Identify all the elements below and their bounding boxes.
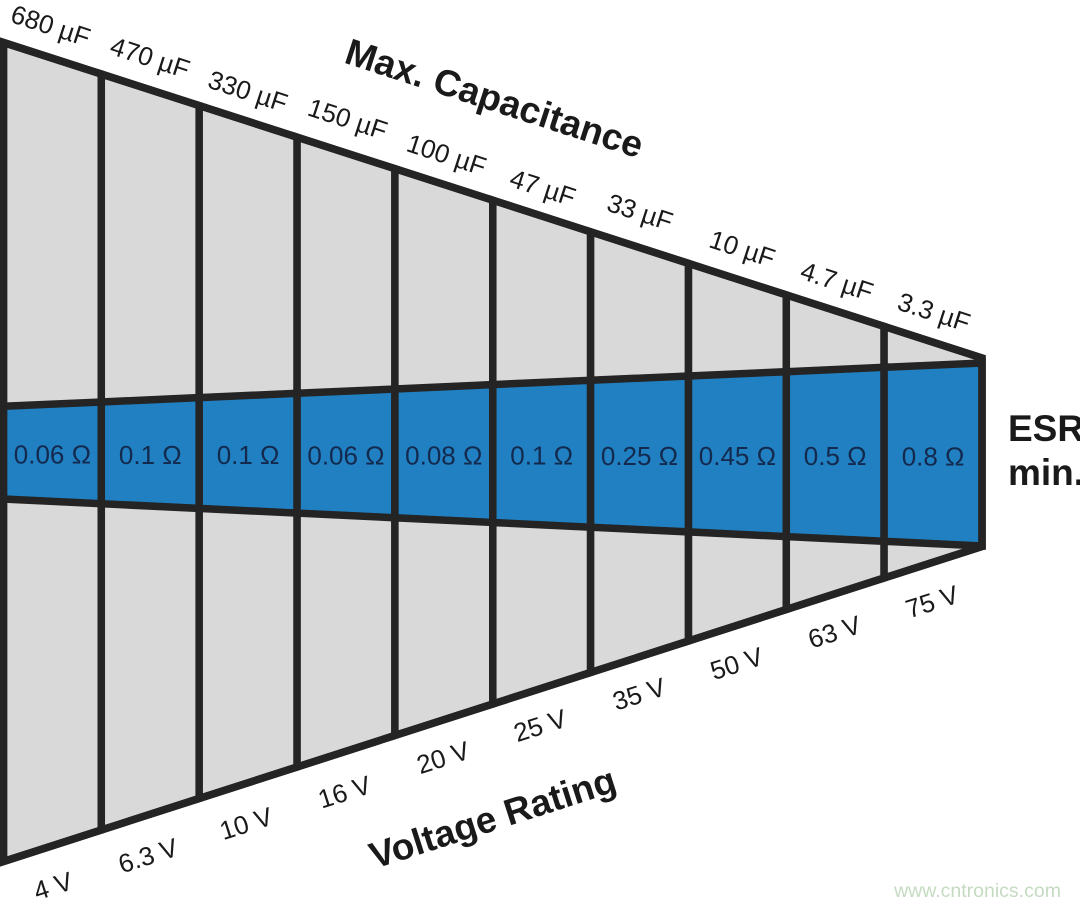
svg-text:0.06 Ω: 0.06 Ω — [307, 440, 384, 470]
svg-text:0.06 Ω: 0.06 Ω — [14, 440, 91, 470]
svg-text:0.25 Ω: 0.25 Ω — [601, 441, 678, 471]
svg-text:ESR: ESR — [1008, 408, 1080, 449]
svg-text:0.08 Ω: 0.08 Ω — [405, 441, 482, 471]
svg-text:0.45 Ω: 0.45 Ω — [699, 441, 776, 471]
svg-text:0.5 Ω: 0.5 Ω — [804, 441, 867, 471]
svg-text:0.1 Ω: 0.1 Ω — [217, 440, 280, 470]
svg-text:0.1 Ω: 0.1 Ω — [510, 441, 573, 471]
svg-text:www.cntronics.com: www.cntronics.com — [893, 880, 1061, 902]
svg-text:min.: min. — [1008, 452, 1080, 493]
svg-text:0.1 Ω: 0.1 Ω — [119, 440, 182, 470]
svg-text:0.8 Ω: 0.8 Ω — [902, 441, 965, 471]
